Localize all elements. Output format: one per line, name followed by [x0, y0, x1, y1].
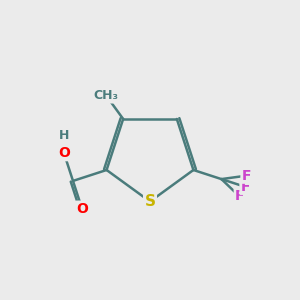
Text: O: O [76, 202, 88, 216]
Text: CH₃: CH₃ [93, 88, 118, 102]
Text: S: S [145, 194, 155, 209]
Text: F: F [242, 169, 251, 183]
Text: H: H [58, 129, 69, 142]
Text: F: F [241, 180, 250, 194]
Text: O: O [58, 146, 70, 160]
Text: F: F [235, 189, 244, 203]
